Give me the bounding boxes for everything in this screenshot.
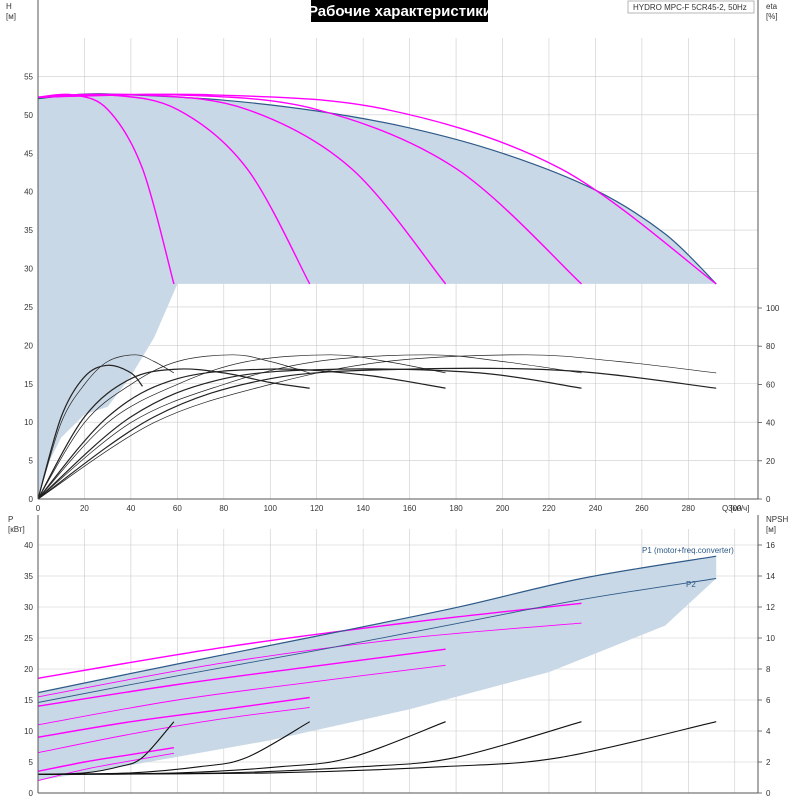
- head-envelope-area: [38, 93, 717, 499]
- top-left-tick-label: 40: [24, 188, 33, 197]
- x-tick-label: 120: [310, 504, 324, 513]
- x-tick-label: 300: [728, 504, 742, 513]
- power-curve-1-pumps: [37, 752, 174, 782]
- p1-curve: [37, 555, 717, 694]
- top-left-tick-label: 45: [24, 149, 33, 158]
- npsh-axis-label: NPSH: [766, 515, 788, 524]
- top-plot: 0 5 10 15 20 25 30 35 40 45 50 55 0 20 40 60 80 100 120 140…: [6, 0, 780, 513]
- x-tick-label: 220: [542, 504, 556, 513]
- eta-tick-label: 100: [766, 304, 780, 313]
- power-tick-label: 10: [24, 727, 33, 736]
- eta-curve-2-pumps: [37, 354, 310, 500]
- eta-curve-reduced-1-pumps: [37, 364, 143, 500]
- power-tick-label: 0: [29, 789, 34, 798]
- top-right-axis-label: [%]: [766, 12, 778, 21]
- chart-title: Рабочие характеристики: [308, 0, 492, 22]
- npsh-tick-label: 8: [766, 665, 771, 674]
- top-right-axis-label: eta: [766, 2, 778, 11]
- npsh-tick-label: 2: [766, 758, 771, 767]
- power-curve-3-pumps: [37, 648, 446, 707]
- x-tick-label: 60: [173, 504, 182, 513]
- npsh-curve-5-pumps: [37, 721, 717, 775]
- power-envelope-area: [38, 556, 717, 781]
- x-tick-label: 0: [36, 504, 41, 513]
- power-curve-2-pumps: [37, 696, 310, 738]
- top-left-tick-label: 50: [24, 111, 33, 120]
- npsh-tick-label: 6: [766, 696, 771, 705]
- model-label-box: [627, 0, 755, 14]
- x-tick-label: 100: [264, 504, 278, 513]
- top-left-tick-label: 15: [24, 380, 33, 389]
- power-tick-label: 25: [24, 634, 33, 643]
- power-tick-label: 35: [24, 572, 33, 581]
- x-tick-label: 280: [682, 504, 696, 513]
- top-left-tick-label: 20: [24, 341, 33, 350]
- x-tick-label: 240: [589, 504, 603, 513]
- top-left-axis-label: [м]: [6, 12, 16, 21]
- head-curve-5-pumps: [37, 93, 717, 285]
- eta-curve-reduced-4-pumps: [37, 368, 582, 500]
- power-curve-1-pumps: [37, 747, 175, 772]
- x-tick-label: 140: [356, 504, 370, 513]
- top-left-tick-label: 5: [29, 457, 34, 466]
- eta-curve-1-pumps: [37, 354, 175, 500]
- npsh-axis-label: [м]: [766, 525, 776, 534]
- eta-curve-4-pumps: [37, 354, 582, 500]
- model-label: HYDRO MPC-F 5CR45-2, 50Hz: [627, 0, 755, 14]
- x-tick-label: 260: [635, 504, 649, 513]
- head-curve-1-pumps: [37, 93, 175, 285]
- power-tick-label: 30: [24, 603, 33, 612]
- power-axis-label: [кВт]: [8, 525, 25, 534]
- power-tick-label: 40: [24, 541, 33, 550]
- power-curve-4-pumps: [37, 602, 582, 679]
- eta-curve-5-pumps: [37, 354, 717, 500]
- eta-curve-reduced-5-pumps: [37, 367, 717, 500]
- bottom-plot: 0 5 10 15 20 25 30 35 40 0 2 4 6 8 10 12 14 16 P1 (motor+f…: [8, 515, 788, 798]
- top-left-tick-label: 10: [24, 418, 33, 427]
- power-axis-label: P: [8, 515, 13, 524]
- p2-series-label: P2: [686, 580, 696, 589]
- npsh-tick-label: 0: [766, 789, 771, 798]
- x-tick-label: 200: [496, 504, 510, 513]
- power-curve-2-pumps: [37, 706, 310, 754]
- power-tick-label: 15: [24, 696, 33, 705]
- x-axis-label: Q [м³/ч]: [722, 504, 749, 513]
- power-curve-4-pumps: [37, 622, 582, 698]
- power-tick-label: 20: [24, 665, 33, 674]
- x-tick-label: 40: [126, 504, 135, 513]
- eta-curve-reduced-3-pumps: [37, 368, 446, 500]
- eta-tick-label: 0: [766, 495, 771, 504]
- x-tick-label: 20: [80, 504, 89, 513]
- x-tick-label: 180: [449, 504, 463, 513]
- model-text: HYDRO MPC-F 5CR45-2, 50Hz: [633, 3, 747, 12]
- eta-curve-reduced-2-pumps: [37, 368, 310, 500]
- p2-curve: [37, 578, 717, 703]
- x-tick-label: 160: [403, 504, 417, 513]
- p1-series-label: P1 (motor+freq.converter): [642, 546, 734, 555]
- top-left-axis-label: H: [6, 2, 12, 11]
- npsh-tick-label: 14: [766, 572, 775, 581]
- top-left-tick-label: 35: [24, 226, 33, 235]
- eta-tick-label: 20: [766, 457, 775, 466]
- top-left-tick-label: 55: [24, 72, 33, 81]
- power-curve-3-pumps: [37, 664, 446, 726]
- top-left-tick-label: 30: [24, 265, 33, 274]
- title-background: [311, 0, 488, 22]
- npsh-tick-label: 10: [766, 634, 775, 643]
- power-tick-label: 5: [29, 758, 34, 767]
- top-left-tick-label: 25: [24, 303, 33, 312]
- eta-tick-label: 40: [766, 419, 775, 428]
- npsh-tick-label: 12: [766, 603, 775, 612]
- eta-tick-label: 60: [766, 380, 775, 389]
- npsh-tick-label: 16: [766, 541, 775, 550]
- x-tick-label: 80: [219, 504, 228, 513]
- top-left-tick-label: 0: [29, 495, 34, 504]
- npsh-tick-label: 4: [766, 727, 771, 736]
- title-text: Рабочие характеристики: [308, 3, 492, 20]
- eta-tick-label: 80: [766, 342, 775, 351]
